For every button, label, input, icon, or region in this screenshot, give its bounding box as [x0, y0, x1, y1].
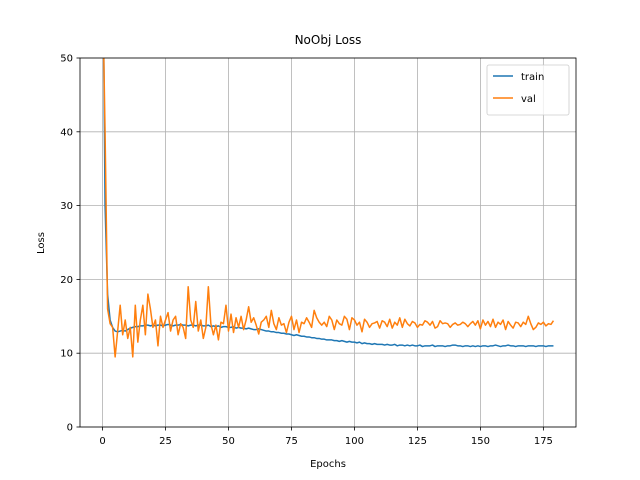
x-tick-label: 100: [345, 436, 364, 447]
y-axis-label: Loss: [36, 232, 47, 254]
x-tick-label: 75: [285, 436, 298, 447]
y-tick-label: 50: [60, 54, 73, 65]
y-tick-label: 0: [67, 423, 73, 434]
x-tick-label: 25: [159, 436, 172, 447]
legend: train val: [486, 64, 570, 116]
y-tick-label: 10: [60, 349, 73, 360]
y-tick-label: 30: [60, 201, 73, 212]
plot-lines: [103, 58, 555, 358]
x-axis-label: Epochs: [310, 459, 346, 470]
ticks: 0 25 50 75 100 125 150 175 0 10 20 30 40 50: [60, 54, 553, 448]
y-tick-label: 40: [60, 127, 73, 138]
x-tick-label: 150: [471, 436, 490, 447]
legend-box: [486, 64, 570, 116]
y-tick-label: 20: [60, 275, 73, 286]
x-tick-label: 0: [99, 436, 105, 447]
plot-frame: [79, 57, 577, 428]
x-tick-label: 50: [222, 436, 235, 447]
legend-label: train: [521, 72, 544, 83]
legend-label: val: [521, 94, 536, 105]
series-line: [103, 58, 555, 358]
series-line: [103, 58, 554, 348]
x-tick-label: 125: [408, 436, 427, 447]
chart-title: NoObj Loss: [295, 33, 362, 47]
x-tick-label: 175: [534, 436, 553, 447]
